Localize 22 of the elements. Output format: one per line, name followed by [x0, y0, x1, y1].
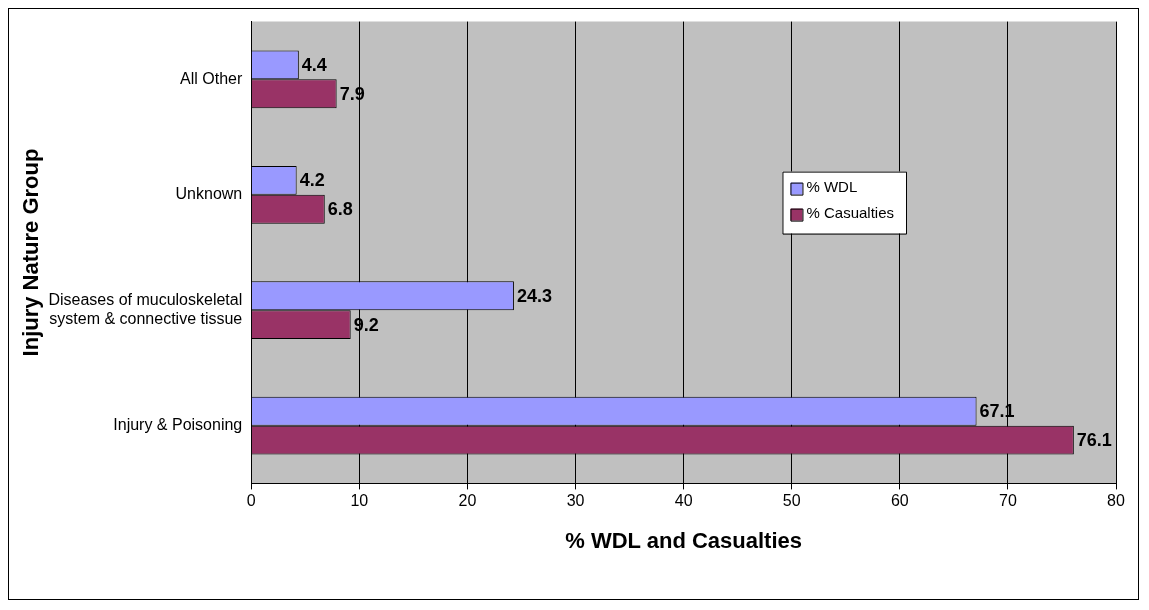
- x-tick-label: 50: [782, 492, 801, 510]
- data-label: 4.2: [299, 170, 325, 191]
- data-label: 24.3: [516, 285, 552, 306]
- x-tick-label: 0: [246, 492, 256, 510]
- y-tick-label: Diseases of muculoskeletal system & connective tissue: [48, 291, 243, 328]
- x-tick-label: 30: [566, 492, 585, 510]
- data-label: 76.1: [1076, 430, 1112, 451]
- x-tick-label: 70: [999, 492, 1017, 510]
- legend-label: % WDL: [806, 178, 858, 196]
- x-tick-label: 40: [674, 492, 693, 510]
- x-tick-label: 10: [350, 492, 369, 510]
- y-axis-title: Injury Nature Group: [18, 148, 44, 357]
- y-tick-label: All Other: [180, 69, 243, 87]
- data-label: 4.4: [301, 54, 327, 75]
- x-axis-title: % WDL and Casualties: [565, 527, 803, 553]
- x-tick-label: 80: [1107, 492, 1125, 510]
- x-tick-label: 20: [458, 492, 477, 510]
- x-tick-label: 60: [890, 492, 909, 510]
- y-tick-label: Injury & Poisoning: [113, 416, 243, 434]
- legend-label: % Casualties: [806, 204, 895, 222]
- y-tick-label: Unknown: [175, 185, 243, 203]
- data-label: 6.8: [327, 199, 353, 220]
